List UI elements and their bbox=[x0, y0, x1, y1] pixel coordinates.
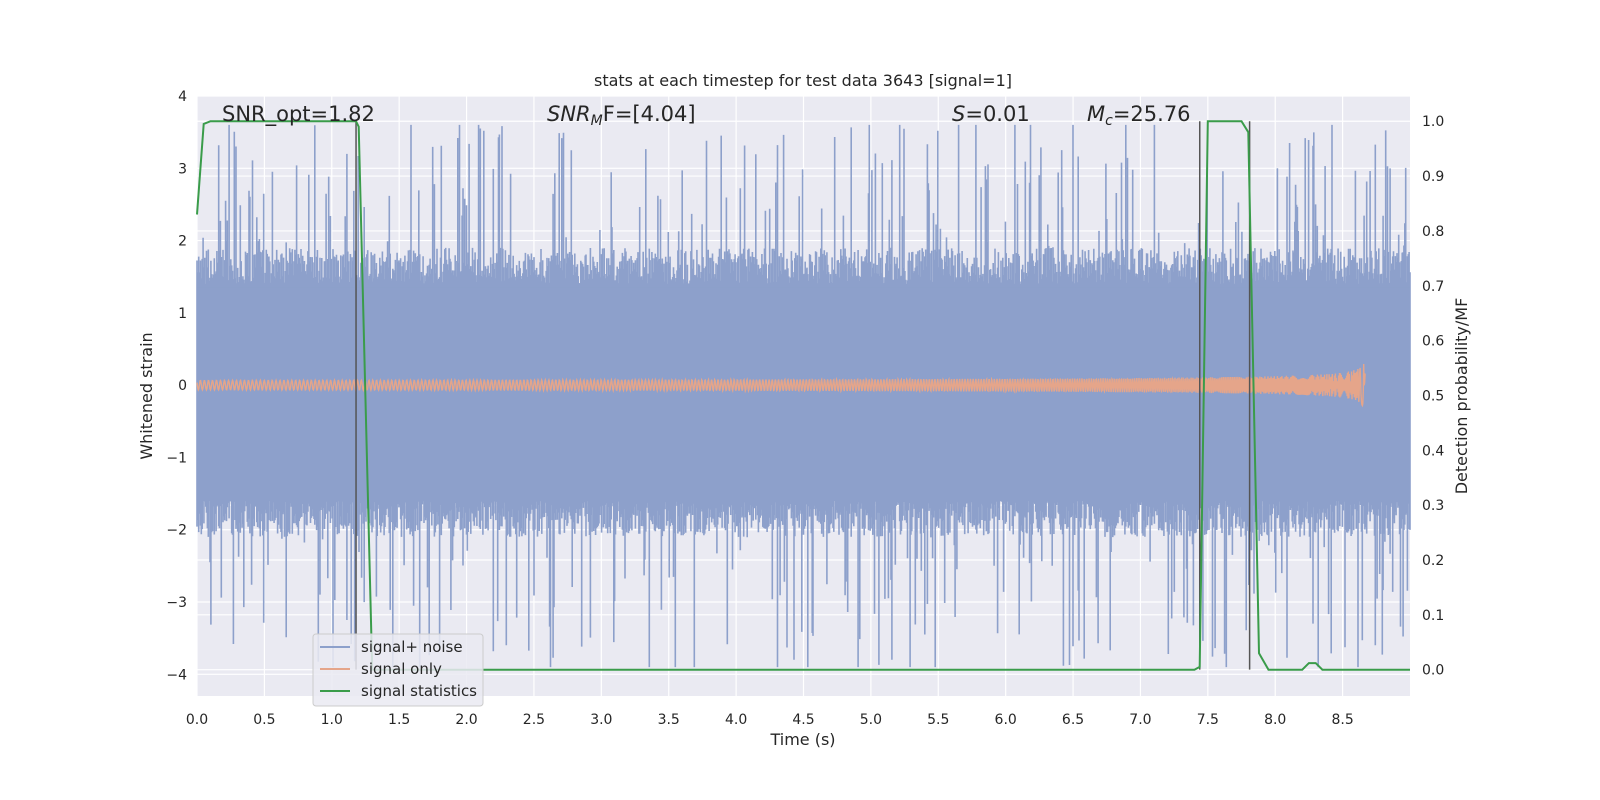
y-axis-label-right: Detection probability/MF bbox=[1452, 298, 1471, 495]
x-tick-label: 1.5 bbox=[388, 712, 410, 728]
tick-labels: 0.0 0.5 1.0 1.5 2.0 2.5 3.0 3.5 4.0 4.5 5.0 5.5 6.0 6… bbox=[166, 89, 1444, 728]
mc-label: M bbox=[1087, 102, 1105, 126]
x-tick-label: 7.5 bbox=[1197, 712, 1219, 728]
y-left-tick-label: −2 bbox=[166, 523, 187, 539]
y-right-tick-label: 0.3 bbox=[1422, 498, 1444, 514]
y-left-tick-label: 0 bbox=[178, 378, 187, 394]
y-axis-label-left: Whitened strain bbox=[137, 332, 156, 459]
signal-only-series bbox=[196, 363, 1366, 408]
x-axis-label: Time (s) bbox=[769, 730, 835, 749]
annotation-snr-opt: SNR_opt=1.82 bbox=[222, 102, 375, 127]
x-tick-label: 8.0 bbox=[1264, 712, 1286, 728]
snr-mf-value: F=[4.04] bbox=[603, 102, 696, 126]
x-tick-label: 2.0 bbox=[455, 712, 477, 728]
x-tick-label: 4.0 bbox=[725, 712, 747, 728]
x-tick-label: 3.0 bbox=[590, 712, 612, 728]
y-right-tick-label: 1.0 bbox=[1422, 114, 1444, 130]
y-right-tick-label: 0.8 bbox=[1422, 224, 1444, 240]
y-left-tick-label: −3 bbox=[166, 595, 187, 611]
x-tick-label: 5.5 bbox=[927, 712, 949, 728]
y-left-tick-label: 2 bbox=[178, 234, 187, 250]
y-left-tick-label: 3 bbox=[178, 161, 187, 177]
annotation-mc: Mc=25.76 bbox=[1087, 102, 1191, 129]
y-left-tick-label: 1 bbox=[178, 306, 187, 322]
legend-label-signal: signal only bbox=[361, 660, 442, 678]
x-tick-label: 1.0 bbox=[321, 712, 343, 728]
statistics-series bbox=[196, 120, 1410, 671]
signal-trace bbox=[196, 363, 1366, 408]
legend-box bbox=[312, 633, 484, 707]
mc-value: =25.76 bbox=[1113, 102, 1191, 126]
y-right-tick-label: 0.4 bbox=[1422, 443, 1444, 459]
legend-label-statistics: signal statistics bbox=[361, 682, 477, 700]
x-tick-label: 4.5 bbox=[792, 712, 814, 728]
y-left-tick-label: −1 bbox=[166, 450, 187, 466]
y-right-tick-label: 0.2 bbox=[1422, 553, 1444, 569]
y-right-tick-label: 0.9 bbox=[1422, 169, 1444, 185]
x-tick-label: 2.5 bbox=[523, 712, 545, 728]
y-right-tick-label: 0.5 bbox=[1422, 388, 1444, 404]
noise-series bbox=[196, 124, 1411, 668]
annotation-s: S=0.01 bbox=[952, 102, 1030, 126]
y-left-tick-label: −4 bbox=[166, 667, 187, 683]
s-label: S bbox=[952, 102, 965, 126]
mc-subscript: c bbox=[1105, 113, 1113, 129]
x-tick-label: 6.0 bbox=[995, 712, 1017, 728]
x-tick-label: 5.0 bbox=[860, 712, 882, 728]
legend: signal+ noise signal only signal statist… bbox=[312, 633, 484, 707]
legend-label-noise: signal+ noise bbox=[361, 638, 463, 656]
x-tick-label: 3.5 bbox=[658, 712, 680, 728]
statistics-line bbox=[196, 120, 1410, 671]
noise-core bbox=[197, 287, 1410, 501]
x-tick-label: 0.0 bbox=[186, 712, 208, 728]
x-tick-label: 7.0 bbox=[1129, 712, 1151, 728]
annotation-snr-mf: SNRMF=[4.04] bbox=[547, 102, 696, 129]
y-right-tick-label: 0.6 bbox=[1422, 334, 1444, 350]
s-value: =0.01 bbox=[965, 102, 1029, 126]
snr-mf-subscript: M bbox=[591, 113, 603, 129]
y-right-tick-label: 0.0 bbox=[1422, 663, 1444, 679]
chart-title: stats at each timestep for test data 364… bbox=[594, 71, 1012, 90]
y-right-tick-label: 0.7 bbox=[1422, 279, 1444, 295]
y-right-tick-label: 0.1 bbox=[1422, 608, 1444, 624]
x-tick-label: 8.5 bbox=[1331, 712, 1353, 728]
x-tick-label: 6.5 bbox=[1062, 712, 1084, 728]
y-left-tick-label: 4 bbox=[178, 89, 187, 105]
x-tick-label: 0.5 bbox=[253, 712, 275, 728]
snr-mf-label: SNR bbox=[547, 102, 591, 126]
